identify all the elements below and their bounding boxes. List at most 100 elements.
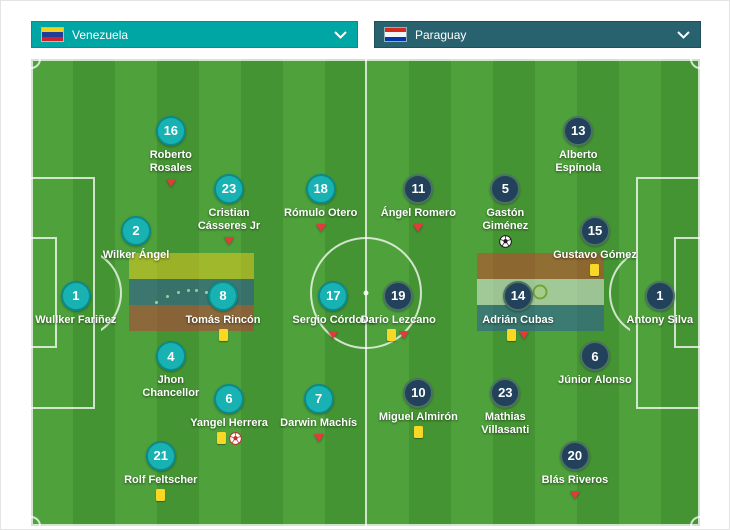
- player-number: 15: [579, 215, 610, 246]
- player-status-icons: [498, 234, 512, 248]
- player-away-10[interactable]: 10 Miguel Almirón: [373, 377, 463, 439]
- player-name: Tomás Rincón: [185, 313, 261, 326]
- sub-off-icon: [328, 331, 339, 340]
- chevron-down-icon: [677, 30, 690, 39]
- goal-area-right: [674, 237, 700, 348]
- player-name: Gastón Giménez: [482, 206, 529, 232]
- player-number: 8: [208, 280, 238, 311]
- player-number: 16: [155, 115, 186, 146]
- player-away-1[interactable]: 1 Antony Silva: [615, 280, 700, 342]
- player-name: Blás Riveros: [541, 473, 609, 486]
- player-name: Adrián Cubas: [482, 313, 554, 326]
- player-away-14[interactable]: 14 Adrián Cubas: [473, 280, 563, 342]
- player-home-7[interactable]: 7 Darwin Machís: [274, 383, 364, 445]
- player-name: Júnior Alonso: [558, 374, 632, 386]
- sub-off-icon: [413, 224, 424, 233]
- team-selector-bar: Venezuela Paraguay: [31, 21, 701, 48]
- player-home-18[interactable]: 18 Rómulo Otero: [276, 173, 366, 235]
- center-circle: [309, 236, 422, 349]
- player-status-icons: [156, 489, 166, 502]
- away-team-select[interactable]: Paraguay: [374, 21, 701, 48]
- player-away-13[interactable]: 13 Alberto Espínola: [533, 115, 623, 190]
- chevron-down-icon: [334, 30, 347, 39]
- player-away-5[interactable]: 5 Gastón Giménez: [460, 173, 550, 248]
- player-away-23[interactable]: 23 Mathias Villasanti: [460, 377, 550, 452]
- player-status-icons: [224, 235, 235, 248]
- goal-icon: [498, 234, 512, 248]
- own-goal-icon: [228, 432, 242, 445]
- away-team-select-label: Paraguay: [415, 27, 467, 42]
- penalty-area-right: [636, 177, 700, 409]
- player-name: Roberto Rosales: [149, 148, 192, 174]
- player-name: Antony Silva: [626, 313, 694, 326]
- player-home-8[interactable]: 8 Tomás Rincón: [178, 280, 268, 342]
- sub-off-icon: [399, 331, 410, 340]
- player-number: 6: [579, 341, 610, 371]
- player-name: Mathias Villasanti: [481, 410, 530, 436]
- yellow-card-icon: [413, 426, 423, 439]
- yellow-card-icon: [156, 489, 166, 502]
- player-number: 18: [305, 173, 336, 204]
- player-number: 7: [303, 383, 334, 414]
- home-team-select-label: Venezuela: [72, 27, 129, 42]
- player-status-icons: [590, 264, 600, 277]
- player-away-19[interactable]: 19 Darío Lezcano: [353, 280, 443, 342]
- player-number: 14: [503, 280, 534, 311]
- player-home-1[interactable]: 1 Wullker Fariñez: [31, 280, 121, 342]
- player-number: 19: [383, 280, 414, 311]
- player-number: 1: [60, 280, 91, 311]
- player-home-2[interactable]: 2 Wilker Ángel: [91, 215, 181, 277]
- player-status-icons: [328, 329, 339, 342]
- player-home-17[interactable]: 17 Sergio Córdova: [288, 280, 378, 342]
- player-away-15[interactable]: 15 Gustavo Gómez: [550, 215, 640, 277]
- player-name: Sergio Córdova: [292, 313, 375, 326]
- corner-arc-bottom-right: [690, 516, 700, 526]
- player-status-icons: [569, 489, 580, 502]
- player-number: 23: [214, 173, 245, 204]
- player-number: 1: [644, 280, 675, 311]
- yellow-card-icon: [216, 432, 226, 445]
- sub-off-icon: [315, 224, 326, 233]
- yellow-card-icon: [507, 329, 517, 342]
- player-name: Darío Lezcano: [360, 313, 436, 326]
- player-name: Alberto Espínola: [555, 148, 602, 174]
- sub-off-icon: [569, 491, 580, 500]
- player-home-23[interactable]: 23 Cristian Cásseres Jr: [184, 173, 274, 248]
- yellow-card-icon: [590, 264, 600, 277]
- player-status-icons: [315, 222, 326, 235]
- home-team-select[interactable]: Venezuela: [31, 21, 358, 48]
- player-name: Wilker Ángel: [102, 248, 170, 261]
- player-away-11[interactable]: 11 Ángel Romero: [373, 173, 463, 235]
- center-spot: [363, 290, 368, 295]
- player-number: 11: [403, 173, 434, 204]
- player-home-6[interactable]: 6 Yangel Herrera: [184, 383, 274, 445]
- player-status-icons: [413, 222, 424, 235]
- sub-off-icon: [165, 179, 176, 188]
- player-number: 4: [155, 341, 186, 371]
- player-home-21[interactable]: 21 Rolf Feltscher: [116, 440, 206, 502]
- player-name: Jhon Chancellor: [142, 374, 200, 399]
- player-status-icons: [507, 329, 530, 342]
- paraguay-flag-emblem: [532, 284, 548, 300]
- player-status-icons: [165, 177, 176, 190]
- sub-off-icon: [519, 331, 530, 340]
- player-number: 23: [490, 377, 521, 408]
- player-home-16[interactable]: 16 Roberto Rosales: [126, 115, 216, 190]
- player-number: 2: [121, 215, 152, 246]
- sub-off-icon: [224, 237, 235, 246]
- player-name: Yangel Herrera: [190, 416, 268, 429]
- player-away-6[interactable]: 6 Júnior Alonso: [550, 341, 640, 402]
- player-name: Wullker Fariñez: [35, 313, 117, 326]
- player-number: 5: [490, 173, 521, 204]
- player-name: Miguel Almirón: [378, 410, 458, 423]
- player-away-20[interactable]: 20 Blás Riveros: [530, 440, 620, 502]
- player-number: 6: [214, 383, 245, 414]
- player-number: 10: [403, 377, 434, 408]
- player-name: Ángel Romero: [380, 206, 456, 219]
- player-status-icons: [313, 432, 324, 445]
- player-number: 20: [559, 440, 590, 471]
- player-home-4[interactable]: 4 Jhon Chancellor: [126, 341, 216, 415]
- pitch: 1 Wullker Fariñez 16 Roberto Rosales 2 Wilker…: [31, 59, 700, 526]
- paraguay-flag-overlay: [476, 252, 604, 331]
